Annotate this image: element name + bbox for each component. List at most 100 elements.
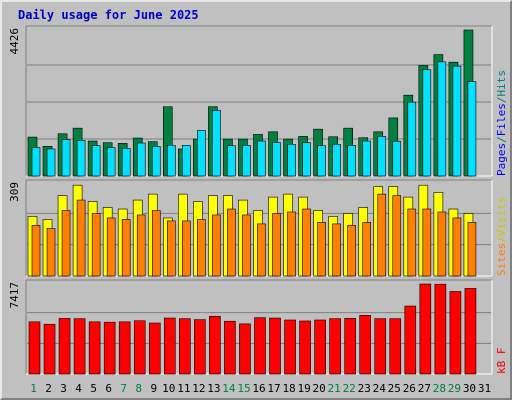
legend-text: Sites/Visits [495,197,508,277]
sites-bar [272,213,281,277]
kbytes-bar [374,318,387,375]
files-bar [31,147,41,177]
day-label: 3 [60,382,67,395]
day-label: 15 [237,382,250,395]
files-bar [287,144,296,177]
sites-bar [287,211,296,277]
day-label: 8 [135,382,142,395]
sites-bar [407,208,417,277]
sites-bar [437,211,447,277]
day-label: 18 [282,382,295,395]
files-bar [242,145,251,177]
files-bar [302,142,311,177]
legend-item: Sites [495,243,508,276]
legend-item: F [495,348,508,355]
files-bar [377,136,387,177]
kbytes-bar [404,305,417,375]
kbytes-bar [28,321,41,375]
legend-text: kB F [495,348,508,375]
legend-item: / [495,236,508,243]
legend-item: Files [495,103,508,136]
day-label: 23 [358,382,371,395]
kbytes-bar [239,323,251,375]
day-label: 4 [75,382,82,395]
sites-bar [452,217,462,277]
day-label: 28 [433,382,446,395]
sites-bar [302,208,311,277]
kbytes-bar [133,320,146,375]
kbytes-bar [389,318,402,375]
day-label: 6 [105,382,112,395]
kbytes-bar [329,318,341,375]
y-max-label: 7417 [8,282,21,309]
sites-bar [347,225,356,277]
day-label: 14 [222,382,236,395]
files-bar [61,139,71,177]
kbytes-bar [314,319,326,375]
sites-bar [362,222,372,277]
sites-bar [212,214,221,277]
kbytes-bar [58,318,71,375]
legend-item: / [495,136,508,143]
files-bar [317,145,326,177]
sites-bar [257,223,266,277]
sites-bar [332,223,341,277]
files-bar [136,142,146,177]
files-bar [452,65,462,177]
kbytes-bar [434,283,447,375]
y-max-label: 4426 [8,28,21,55]
day-label: 12 [192,382,205,395]
day-label: 25 [388,382,401,395]
sites-bar [377,193,387,277]
kbytes-bar [148,322,161,375]
sites-bar [136,214,146,277]
day-label: 27 [418,382,431,395]
day-label: 13 [207,382,220,395]
files-bar [437,61,447,177]
files-bar [166,145,176,177]
kbytes-bar [209,315,221,375]
sites-bar [46,228,56,277]
day-label: 29 [448,382,461,395]
kbytes-bar [88,321,101,375]
files-bar [332,144,341,177]
files-bar [227,145,236,177]
legend-item: kB [495,360,508,374]
day-label: 30 [463,382,476,395]
files-bar [106,147,116,177]
day-label: 7 [120,382,127,395]
files-bar [467,81,477,177]
files-bar [272,142,281,177]
legend-item: / [495,97,508,104]
sites-bar [61,210,71,277]
day-label: 5 [90,382,97,395]
day-label: 22 [343,382,356,395]
day-label: 19 [297,382,310,395]
sites-bar [227,208,236,277]
kbytes-bar [254,317,266,375]
sites-bar [467,222,477,277]
sites-bar [166,220,176,277]
files-bar [422,69,432,177]
day-label: 11 [177,382,190,395]
kbytes-bar [224,320,236,375]
kbytes-bar [118,321,131,375]
kbytes-bar [103,321,116,375]
kbytes-bar [179,318,191,375]
legend-item: Hits [495,70,508,97]
chart-title: Daily usage for June 2025 [18,8,199,22]
files-bar [121,147,131,177]
kbytes-bar [299,320,311,375]
legend-item: Pages [495,143,508,176]
kbytes-bar [194,319,206,375]
files-bar [392,141,402,177]
files-bar [347,145,356,177]
kbytes-bar [43,323,56,375]
y-max-label: 309 [8,182,21,202]
files-bar [257,140,266,177]
day-label: 20 [313,382,326,395]
day-label: 21 [328,382,341,395]
sites-bar [106,217,116,277]
